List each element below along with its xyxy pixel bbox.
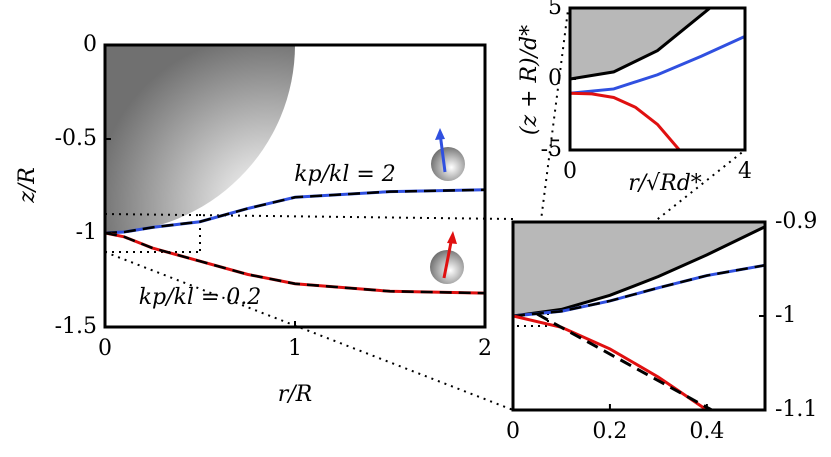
y-tick-label: -1 [76, 220, 97, 245]
y-tick-label: -1.1 [775, 397, 817, 422]
x-tick-label: 2 [478, 336, 492, 361]
curve [513, 225, 765, 318]
arrow-head [435, 128, 445, 140]
x-tick-label: 0.4 [689, 419, 724, 444]
y-tick-label: 0 [83, 32, 97, 57]
curve [513, 314, 708, 410]
arrow [438, 132, 447, 173]
x-tick-label: 4 [738, 159, 752, 184]
x-tick-label: 0 [563, 159, 577, 184]
curve [570, 91, 681, 150]
y-tick-label: -1 [775, 303, 796, 328]
curve-dashed [105, 188, 485, 235]
y-tick-label: 0 [548, 66, 562, 91]
annotation: kp/kl = 2 [294, 162, 396, 187]
x-tick-label: 0 [506, 419, 520, 444]
particle [431, 147, 465, 181]
y-axis-label: (z + R)/d* [517, 25, 542, 135]
x-tick-label: 0.2 [592, 419, 627, 444]
y-tick-label: 5 [548, 0, 562, 20]
y-tick-label: -0.5 [55, 126, 97, 151]
y-tick-label: -5 [541, 137, 562, 162]
x-axis-label: r/√Rd* [628, 171, 702, 196]
sphere-area [570, 8, 745, 79]
sphere-area [513, 222, 765, 316]
y-tick-label: -1.5 [55, 314, 97, 339]
curve [570, 35, 745, 95]
curve [536, 312, 713, 410]
y-axis-label: z/R [15, 167, 40, 204]
arrow-head [447, 231, 457, 244]
sphere [105, 45, 295, 233]
y-tick-label: -0.9 [775, 209, 817, 234]
curve [570, 8, 711, 81]
annotation: kp/kl = 0.2 [139, 285, 262, 310]
curve-dashed [105, 231, 485, 295]
x-tick-label: 0 [98, 336, 112, 361]
x-axis-label: r/R [278, 382, 313, 407]
curve-dashed [513, 264, 765, 318]
arrow [442, 236, 454, 279]
x-tick-label: 1 [288, 336, 302, 361]
